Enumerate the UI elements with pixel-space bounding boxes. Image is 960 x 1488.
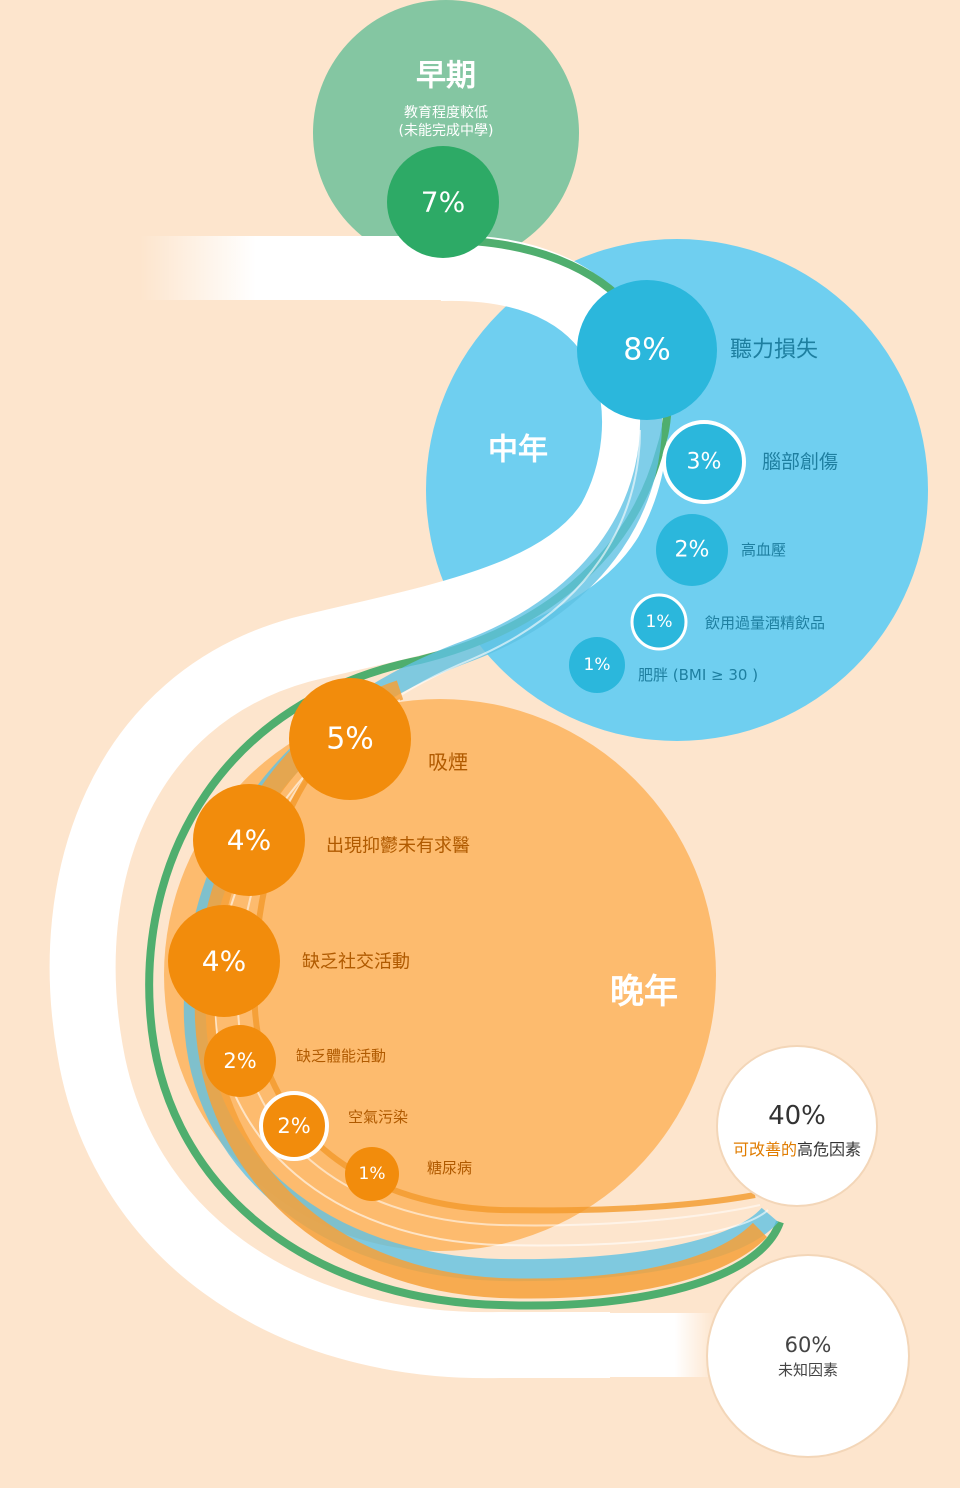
alcohol-factor-circle [630, 593, 688, 651]
tbi-pct: 3% [687, 450, 722, 475]
obesity-label: 肥胖 (BMI ≥ 30 ) [638, 666, 758, 684]
unknown-pct: 60% [785, 1333, 832, 1357]
alcohol-pct: 1% [646, 612, 673, 632]
modifiable-label: 可改善的高危因素 [733, 1140, 861, 1159]
physical-factor-circle [204, 1025, 276, 1097]
modifiable-rest: 高危因素 [797, 1140, 861, 1159]
physical-pct: 2% [223, 1049, 256, 1073]
obesity-pct: 1% [584, 655, 611, 675]
social-label: 缺乏社交活動 [302, 952, 410, 973]
smoking-factor-circle [289, 678, 411, 800]
obesity-factor-circle [569, 637, 625, 693]
alcohol-label: 飲用過量酒精飲品 [705, 614, 825, 632]
unknown-summary-circle [706, 1254, 910, 1458]
tbi-label: 腦部創傷 [762, 451, 838, 473]
mid-stage-title: 中年 [488, 433, 548, 468]
hypertension-factor-circle [656, 514, 728, 586]
education-label-line1: 教育程度較低 [404, 105, 488, 121]
pollution-pct: 2% [277, 1114, 310, 1138]
diabetes-label: 糖尿病 [427, 1159, 472, 1177]
late-stage-title: 晚年 [610, 972, 678, 1012]
hearing-label: 聽力損失 [730, 338, 818, 363]
pollution-factor-circle [259, 1091, 329, 1161]
social-pct: 4% [202, 945, 246, 978]
social-factor-circle [168, 905, 280, 1017]
education-factor-circle [387, 146, 499, 258]
hypertension-label: 高血壓 [741, 541, 786, 559]
modifiable-highlight: 可改善的 [733, 1140, 797, 1159]
diabetes-pct: 1% [359, 1164, 386, 1184]
education-pct: 7% [421, 186, 465, 219]
early-stage-bubble [313, 0, 579, 266]
physical-label: 缺乏體能活動 [296, 1047, 386, 1065]
smoking-label: 吸煙 [428, 750, 468, 774]
diabetes-factor-circle [345, 1147, 399, 1201]
tbi-factor-circle [662, 420, 746, 504]
smoking-pct: 5% [326, 722, 374, 757]
depression-pct: 4% [227, 824, 271, 857]
modifiable-pct: 40% [768, 1101, 826, 1131]
depression-label: 出現抑鬱未有求醫 [326, 836, 470, 857]
pollution-label: 空氣污染 [348, 1108, 408, 1126]
depression-factor-circle [193, 784, 305, 896]
early-stage-title: 早期 [416, 59, 476, 94]
hearing-pct: 8% [623, 333, 671, 368]
unknown-label: 未知因素 [778, 1361, 838, 1379]
hearing-factor-circle [577, 280, 717, 420]
hypertension-pct: 2% [675, 538, 710, 563]
modifiable-summary-circle [716, 1045, 878, 1207]
education-label-line2: (未能完成中學) [399, 123, 494, 139]
